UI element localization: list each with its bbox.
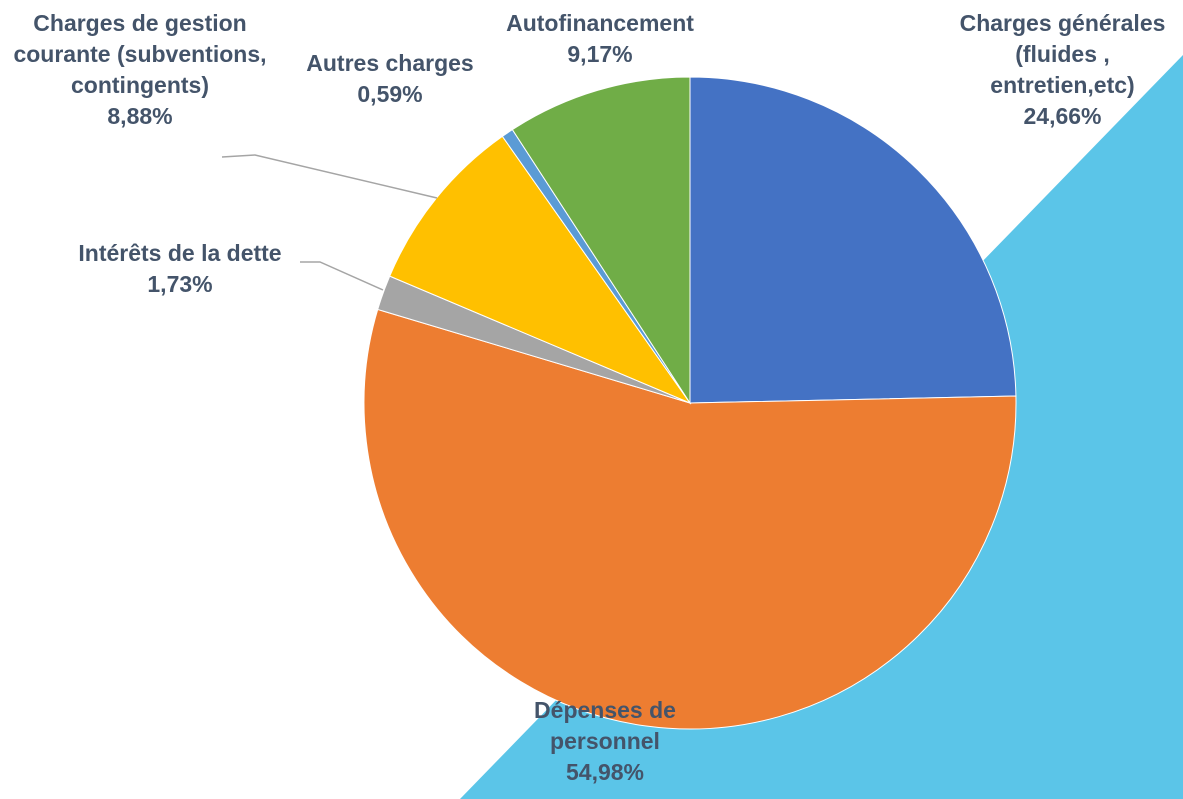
pie xyxy=(363,76,1017,730)
leader-line xyxy=(221,154,438,199)
pie-slice xyxy=(689,76,1017,404)
category-label: Intérêts de la dette xyxy=(78,240,282,266)
pie-slice xyxy=(511,76,691,405)
data-label: Charges générales (fluides , entretien,e… xyxy=(945,8,1180,132)
pie-slice xyxy=(363,308,1017,730)
data-label: Charges de gestion courante (subventions… xyxy=(5,8,275,132)
data-label: Dépenses de personnel 54,98% xyxy=(505,695,705,788)
category-label: Dépenses de personnel xyxy=(534,697,676,754)
category-label: Autofinancement xyxy=(506,10,694,36)
category-label: Autres charges xyxy=(306,50,474,76)
value-label: 9,17% xyxy=(567,41,633,67)
value-label: 1,73% xyxy=(147,271,213,297)
category-label: Charges de gestion courante (subventions… xyxy=(13,10,267,98)
value-label: 54,98% xyxy=(565,759,644,785)
value-label: 0,59% xyxy=(357,81,423,107)
value-label: 24,66% xyxy=(1023,103,1102,129)
value-label: 8,88% xyxy=(107,103,173,129)
data-label: Autres charges 0,59% xyxy=(280,48,500,110)
data-label: Autofinancement 9,17% xyxy=(490,8,710,70)
category-label: Charges générales (fluides , entretien,e… xyxy=(959,10,1166,98)
data-label: Intérêts de la dette 1,73% xyxy=(30,238,330,300)
leader-line xyxy=(300,261,384,291)
